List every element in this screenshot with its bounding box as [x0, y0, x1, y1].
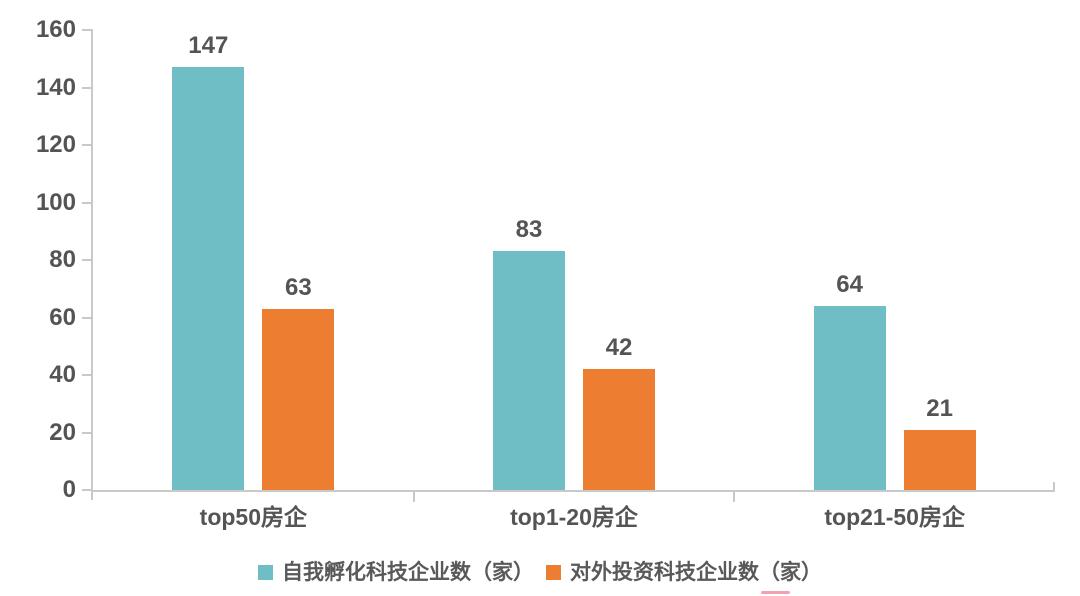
- x-axis-category-label: top50房企: [199, 504, 307, 530]
- y-axis-tick: [82, 29, 93, 31]
- y-axis-tick-label: 40: [49, 361, 76, 388]
- bar-external-investment: [903, 429, 976, 490]
- y-axis-tick: [82, 489, 93, 491]
- y-axis-tick-label: 60: [49, 303, 76, 331]
- y-axis-tick-label: 160: [35, 16, 76, 43]
- legend-label: 自我孵化科技企业数（家）: [282, 560, 534, 584]
- y-axis-tick: [82, 86, 93, 89]
- x-axis-end-tick: [1053, 482, 1055, 490]
- y-axis-tick-label: 80: [49, 246, 76, 273]
- y-axis-tick: [82, 259, 93, 261]
- bar-value-label: 63: [284, 273, 312, 301]
- legend-label: 对外投资科技企业数（家）: [570, 560, 822, 584]
- y-axis-tick: [82, 431, 93, 434]
- y-axis-tick-label: 0: [62, 476, 76, 503]
- legend: 自我孵化科技企业数（家） 对外投资科技企业数（家）: [0, 557, 1080, 587]
- y-axis-tick: [82, 201, 93, 204]
- y-axis-tick: [82, 316, 93, 319]
- bar-value-label: 42: [605, 334, 633, 362]
- y-axis-line: [91, 30, 93, 500]
- x-axis-category-label: top1-20房企: [510, 504, 638, 530]
- x-axis-category-label: top21-50房企: [824, 504, 965, 530]
- bar-value-label: 83: [515, 216, 543, 244]
- bar-value-label: 64: [836, 271, 864, 298]
- legend-swatch-icon: [546, 564, 561, 580]
- legend-swatch-icon: [258, 564, 273, 580]
- y-axis-tick: [82, 144, 93, 146]
- bar-value-label: 21: [926, 394, 954, 422]
- y-axis-tick-label: 140: [35, 73, 76, 101]
- pink-mark: [761, 591, 790, 594]
- x-axis-tick: [733, 492, 736, 502]
- bar-self-incubated: [172, 67, 245, 490]
- y-axis-tick-label: 100: [35, 188, 76, 216]
- bar-self-incubated: [493, 251, 565, 490]
- x-axis-tick: [412, 492, 415, 502]
- bar-external-investment: [262, 308, 335, 490]
- bar-self-incubated: [813, 306, 886, 490]
- bar-value-label: 147: [188, 32, 229, 60]
- x-axis-line: [91, 490, 1055, 492]
- y-axis-tick: [82, 374, 93, 376]
- legend-item-external-investment: 对外投资科技企业数（家）: [546, 562, 822, 583]
- y-axis-tick-label: 120: [35, 131, 76, 158]
- y-axis-tick-label: 20: [49, 418, 76, 446]
- legend-item-self-incubated: 自我孵化科技企业数（家）: [258, 562, 534, 583]
- bar-external-investment: [583, 369, 655, 490]
